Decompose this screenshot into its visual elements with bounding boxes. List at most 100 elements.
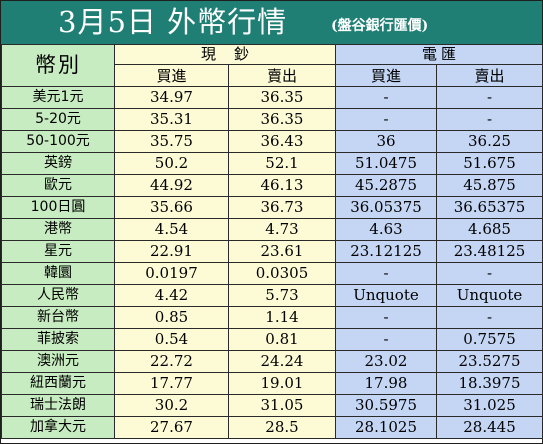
cash-sell-cell: 0.81: [228, 328, 336, 351]
cash-sell-cell: 52.1: [228, 152, 336, 175]
wire-sell-cell: Unquote: [436, 284, 543, 307]
cash-sell-cell: 24.24: [228, 350, 336, 373]
table-row: 菲披索 0.54 0.81-0.7575: [1, 328, 543, 351]
cash-sell-cell: 36.73: [228, 196, 336, 219]
currency-name: 人民幣: [1, 284, 115, 307]
cash-buy-cell: 4.42: [114, 284, 229, 307]
cash-buy-cell: 22.72: [114, 350, 229, 373]
cash-buy-cell: 34.97: [114, 86, 229, 109]
wire-buy-cell: Unquote: [335, 284, 437, 307]
currency-name: 50-100元: [1, 130, 115, 153]
cash-sell-cell: 0.0305: [228, 262, 336, 285]
wire-buy-header: 買進: [335, 64, 437, 87]
table-row: 港幣 4.54 4.73 4.63 4.685: [1, 218, 543, 241]
cash-buy-cell: 27.67: [114, 416, 229, 439]
cash-sell-cell: 36.35: [228, 86, 336, 109]
wire-sell-cell: 31.025: [436, 394, 543, 417]
table-row: 美元1元 34.97 36.35- -: [1, 86, 543, 109]
cash-sell-cell: 46.13: [228, 174, 336, 197]
table-row: 100日圓 35.66 36.73 36.05375 36.65375: [1, 196, 543, 219]
currency-name: 紐西蘭元: [1, 372, 115, 395]
wire-buy-cell: 36: [335, 130, 437, 153]
wire-sell-cell: 28.445: [436, 416, 543, 439]
wire-sell-cell: 36.25: [436, 130, 543, 153]
cash-buy-header: 買進: [114, 64, 229, 87]
wire-buy-cell: -: [335, 108, 437, 131]
cash-buy-cell: 22.91: [114, 240, 229, 263]
wire-buy-cell: -: [335, 306, 437, 329]
currency-name: 加拿大元: [1, 416, 115, 439]
cash-sell-cell: 36.43: [228, 130, 336, 153]
cash-buy-cell: 30.2: [114, 394, 229, 417]
currency-name: 新台幣: [1, 306, 115, 329]
wire-buy-cell: 36.05375: [335, 196, 437, 219]
wire-buy-cell: 4.63: [335, 218, 437, 241]
wire-buy-cell: 17.98: [335, 372, 437, 395]
wire-buy-cell: 23.12125: [335, 240, 437, 263]
table-row: 5-20元 35.31 36.35- -: [1, 108, 543, 131]
currency-name: 美元1元: [1, 86, 115, 109]
cash-buy-cell: 35.75: [114, 130, 229, 153]
cash-sell-cell: 36.35: [228, 108, 336, 131]
wire-buy-cell: 51.0475: [335, 152, 437, 175]
cash-buy-cell: 35.31: [114, 108, 229, 131]
table-row: 歐元 44.92 46.13 45.2875 45.875: [1, 174, 543, 197]
currency-name: 英鎊: [1, 152, 115, 175]
wire-sell-cell: 0.7575: [436, 328, 543, 351]
cash-sell-cell: 31.05: [228, 394, 336, 417]
currency-name: 韓圜: [1, 262, 115, 285]
cash-buy-cell: 0.0197: [114, 262, 229, 285]
currency-name: 瑞士法朗: [1, 394, 115, 417]
wire-buy-cell: 28.1025: [335, 416, 437, 439]
table-row: 澳洲元 22.72 24.24 23.02 23.5275: [1, 350, 543, 373]
cash-sell-cell: 28.5: [228, 416, 336, 439]
table-row: 加拿大元 27.67 28.5 28.1025 28.445: [1, 416, 543, 439]
currency-name: 100日圓: [1, 196, 115, 219]
cash-group-header: 現 鈔: [114, 43, 336, 66]
cash-sell-cell: 4.73: [228, 218, 336, 241]
header-row-sub: 買進 賣出 買進 賣出: [2, 64, 543, 87]
wire-sell-cell: 23.5275: [436, 350, 543, 373]
cash-sell-header: 賣出: [228, 64, 336, 87]
rates-body: 美元1元 34.97 36.35- -5-20元 35.31 36.35- -50-100元…: [1, 86, 543, 439]
currency-column-header: 幣別: [1, 44, 115, 87]
table-row: 紐西蘭元 17.77 19.01 17.98 18.3975: [1, 372, 543, 395]
cash-buy-cell: 35.66: [114, 196, 229, 219]
currency-name: 星元: [1, 240, 115, 263]
wire-header-char: 電: [422, 45, 438, 64]
wire-sell-cell: 45.875: [436, 174, 543, 197]
cash-header-char: 鈔: [233, 45, 249, 64]
currency-name: 澳洲元: [1, 350, 115, 373]
cash-buy-cell: 4.54: [114, 218, 229, 241]
cash-sell-cell: 19.01: [228, 372, 336, 395]
wire-buy-cell: 23.02: [335, 350, 437, 373]
currency-name: 菲披索: [1, 328, 115, 351]
cash-sell-cell: 1.14: [228, 306, 336, 329]
bank-source-label: (盤谷銀行匯價): [331, 18, 429, 34]
table-row: 星元 22.91 23.61 23.12125 23.48125: [1, 240, 543, 263]
table-row: 人民幣 4.42 5.73 Unquote Unquote: [1, 284, 543, 307]
table-row: 韓圜 0.0197 0.0305- -: [1, 262, 543, 285]
wire-buy-cell: -: [335, 86, 437, 109]
wire-header-char: 匯: [440, 45, 456, 64]
cash-buy-cell: 0.54: [114, 328, 229, 351]
wire-sell-cell: 18.3975: [436, 372, 543, 395]
cash-sell-cell: 23.61: [228, 240, 336, 263]
page-title: 3月5日 外幣行情: [58, 5, 288, 39]
table-row: 瑞士法朗 30.2 31.05 30.5975 31.025: [1, 394, 543, 417]
wire-sell-cell: -: [436, 86, 543, 109]
cash-sell-cell: 5.73: [228, 284, 336, 307]
wire-buy-cell: 45.2875: [335, 174, 437, 197]
wire-sell-cell: -: [436, 108, 543, 131]
cash-buy-cell: 0.85: [114, 306, 229, 329]
cash-buy-cell: 17.77: [114, 372, 229, 395]
table-row: 新台幣 0.85 1.14- -: [1, 306, 543, 329]
table-row: 50-100元 35.75 36.43 36 36.25: [1, 130, 543, 153]
wire-buy-cell: -: [335, 262, 437, 285]
wire-sell-cell: 51.675: [436, 152, 543, 175]
wire-sell-cell: 23.48125: [436, 240, 543, 263]
cash-buy-cell: 50.2: [114, 152, 229, 175]
wire-sell-cell: 4.685: [436, 218, 543, 241]
table-row: 英鎊 50.2 52.1 51.0475 51.675: [1, 152, 543, 175]
